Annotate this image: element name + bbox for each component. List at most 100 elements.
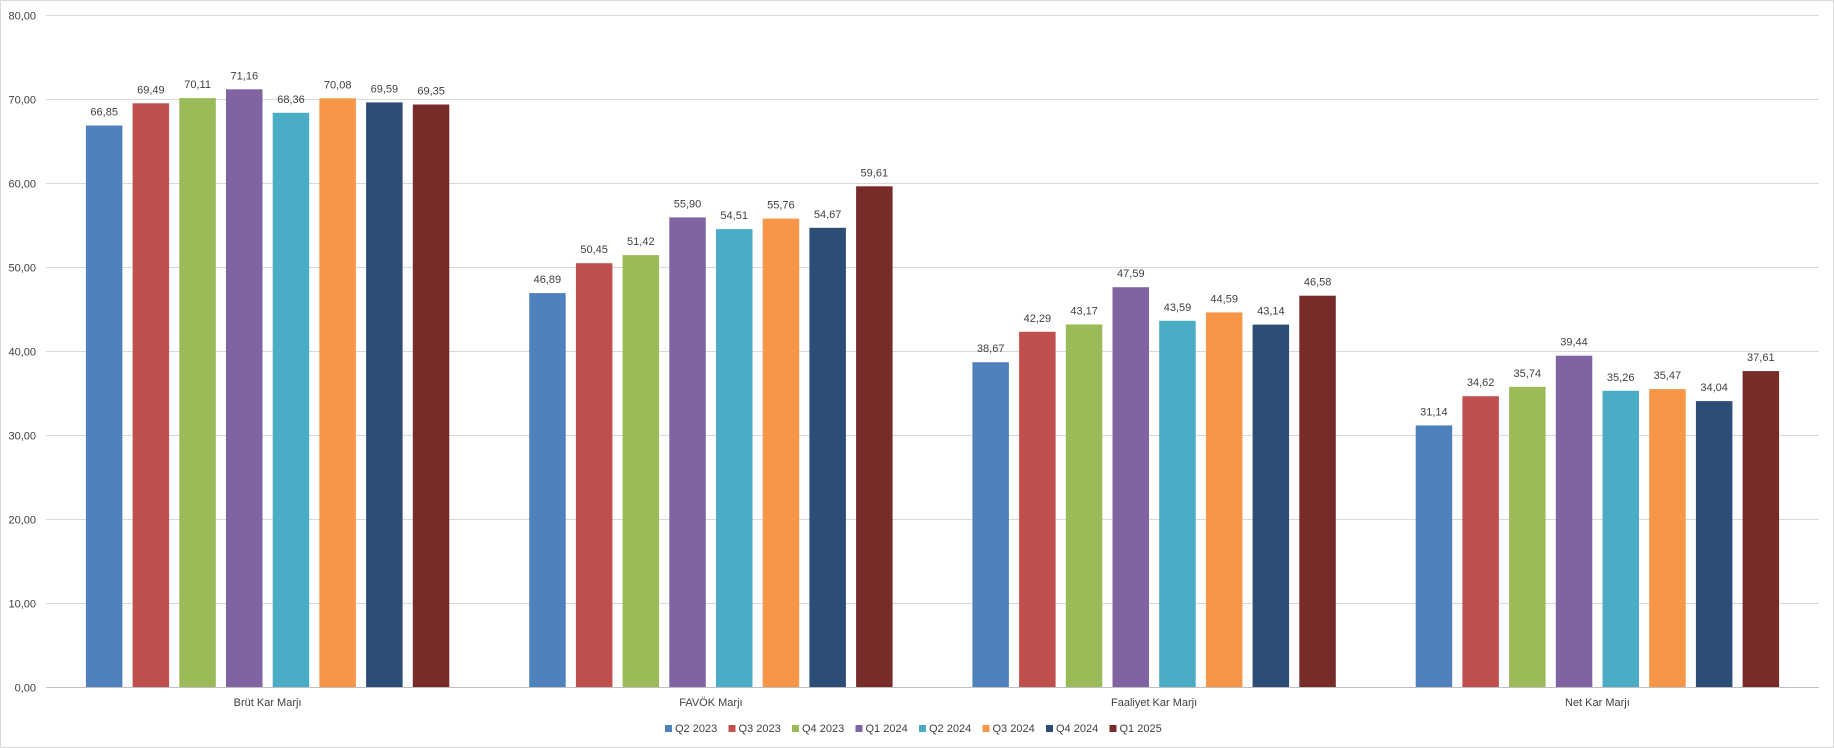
legend-swatch xyxy=(665,725,672,732)
bar xyxy=(529,293,566,687)
data-label: 39,44 xyxy=(1560,337,1588,349)
bar xyxy=(716,229,753,687)
bar xyxy=(1112,287,1149,687)
data-label: 71,16 xyxy=(231,70,259,82)
data-label: 54,51 xyxy=(720,210,748,222)
legend-label: Q4 2024 xyxy=(1056,723,1098,735)
bar xyxy=(1602,390,1639,687)
data-label: 51,42 xyxy=(627,236,655,248)
y-tick-label: 40,00 xyxy=(8,347,36,359)
legend-swatch xyxy=(919,725,926,732)
data-label: 44,59 xyxy=(1210,293,1238,305)
bar xyxy=(1252,324,1290,687)
bars xyxy=(85,89,1780,688)
gridlines xyxy=(46,15,1819,604)
legend-label: Q2 2024 xyxy=(929,723,971,735)
y-tick-label: 70,00 xyxy=(8,95,36,107)
data-label: 69,35 xyxy=(417,86,445,98)
y-tick-label: 50,00 xyxy=(8,263,36,275)
legend-swatch xyxy=(982,725,990,732)
data-label: 43,59 xyxy=(1164,302,1192,314)
legend-swatch xyxy=(792,725,799,732)
data-label: 54,67 xyxy=(814,209,842,221)
data-label: 46,58 xyxy=(1304,277,1332,289)
y-tick-label: 10,00 xyxy=(8,599,36,611)
y-tick-label: 60,00 xyxy=(8,179,36,191)
category-labels: Brüt Kar Marjı FAVÖK Marjı Faaliyet Kar Ma… xyxy=(234,697,1630,709)
bar xyxy=(856,186,893,688)
bar xyxy=(1695,401,1733,687)
data-label: 35,47 xyxy=(1654,370,1682,382)
legend-item: Q3 2024 xyxy=(982,723,1035,735)
legend-label: Q4 2023 xyxy=(802,723,844,735)
legend-item: Q1 2025 xyxy=(1109,723,1162,735)
y-tick-label: 30,00 xyxy=(8,431,36,443)
legend-item: Q4 2023 xyxy=(792,723,844,735)
data-label: 70,08 xyxy=(324,79,352,91)
legend-item: Q2 2024 xyxy=(919,723,971,735)
legend-item: Q1 2024 xyxy=(855,723,908,735)
bar xyxy=(1205,312,1243,687)
y-tick-label: 0,00 xyxy=(15,683,36,695)
data-label: 38,67 xyxy=(977,343,1005,355)
category-label: FAVÖK Marjı xyxy=(679,697,742,709)
category-label: Brüt Kar Marjı xyxy=(234,697,302,709)
data-labels: 66,85 69,49 70,11 71,16 68,36 70,08 69,59 69,35… xyxy=(90,70,1774,418)
bar xyxy=(575,263,613,687)
data-label: 66,85 xyxy=(90,107,118,119)
bar xyxy=(1019,331,1056,687)
bar xyxy=(669,217,706,687)
bar xyxy=(85,125,123,687)
data-label: 55,90 xyxy=(674,198,702,210)
data-label: 47,59 xyxy=(1117,268,1145,280)
bar xyxy=(762,218,800,687)
legend-swatch xyxy=(728,725,736,732)
legend-item: Q2 2023 xyxy=(665,723,717,735)
bar xyxy=(1509,386,1546,687)
legend-label: Q1 2024 xyxy=(866,723,908,735)
legend-swatch xyxy=(1109,725,1117,732)
data-label: 43,17 xyxy=(1070,305,1098,317)
data-label: 69,49 xyxy=(137,84,165,96)
data-label: 50,45 xyxy=(580,244,608,256)
data-label: 59,61 xyxy=(861,167,889,179)
data-label: 34,04 xyxy=(1700,382,1728,394)
data-label: 69,59 xyxy=(371,83,399,95)
data-label: 70,11 xyxy=(184,79,211,91)
y-tick-label: 20,00 xyxy=(8,515,36,527)
bar xyxy=(132,103,170,688)
legend-item: Q4 2024 xyxy=(1046,723,1098,735)
legend-swatch xyxy=(855,725,863,732)
data-label: 42,29 xyxy=(1024,313,1052,325)
legend-swatch xyxy=(1046,725,1053,732)
data-label: 68,36 xyxy=(277,94,305,106)
bar xyxy=(1415,425,1453,687)
legend-label: Q3 2023 xyxy=(739,723,781,735)
bar xyxy=(1065,324,1103,687)
category-label: Faaliyet Kar Marjı xyxy=(1111,697,1197,709)
bar xyxy=(1299,295,1336,687)
bar xyxy=(1742,371,1780,687)
data-label: 43,14 xyxy=(1257,306,1285,318)
bar xyxy=(1462,396,1499,687)
bar xyxy=(809,227,846,688)
data-label: 35,26 xyxy=(1607,372,1635,384)
y-axis-tick-labels: 0,00 10,00 20,00 30,00 40,00 50,00 60,00 70,00 8… xyxy=(8,11,36,695)
bar xyxy=(272,112,310,688)
data-label: 34,62 xyxy=(1467,377,1495,389)
data-label: 46,89 xyxy=(534,274,562,286)
legend: Q2 2023 Q3 2023 Q4 2023 Q1 2024 Q2 2024 Q3 20… xyxy=(665,723,1162,735)
data-label: 55,76 xyxy=(767,200,795,212)
data-label: 35,74 xyxy=(1514,368,1542,380)
bar xyxy=(972,362,1009,687)
bar xyxy=(1649,389,1686,687)
legend-item: Q3 2023 xyxy=(728,723,781,735)
legend-label: Q2 2023 xyxy=(675,723,717,735)
bar xyxy=(226,89,263,688)
bar xyxy=(366,102,403,687)
bar xyxy=(622,255,660,687)
legend-label: Q3 2024 xyxy=(993,723,1035,735)
bar xyxy=(412,104,450,687)
